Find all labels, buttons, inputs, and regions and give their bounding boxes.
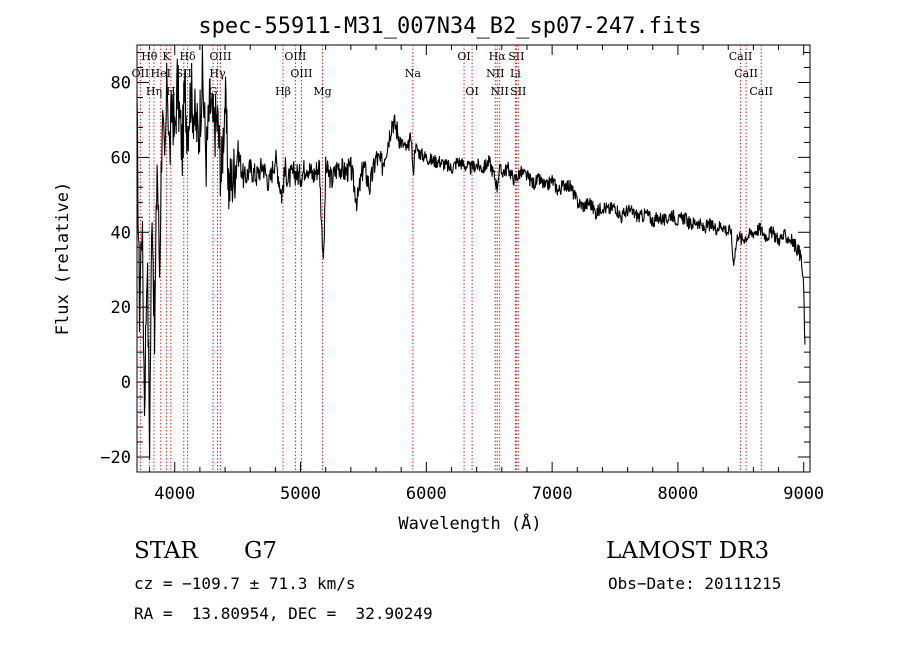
x-axis-label: Wavelength (Å) <box>398 512 541 534</box>
line-label-Hδ: Hδ <box>179 50 196 63</box>
line-label-Hθ: Hθ <box>141 50 158 63</box>
line-label-SII: SII <box>508 50 524 63</box>
y-axis-label: Flux (relative) <box>53 182 73 336</box>
line-label-Hα: Hα <box>489 50 507 63</box>
line-label-OIII: OIII <box>290 67 312 80</box>
line-label-Na: Na <box>405 67 422 80</box>
x-tick-label: 4000 <box>154 484 195 504</box>
line-label-Hβ: Hβ <box>275 85 291 98</box>
line-label-OII: OII <box>132 67 150 80</box>
object-class: STAR <box>134 538 198 564</box>
line-label-Hγ: Hγ <box>209 67 226 80</box>
x-tick-label: 5000 <box>280 484 321 504</box>
line-label-SII: SII <box>510 85 526 98</box>
redshift-cz: cz = −109.7 ± 71.3 km/s <box>134 574 356 593</box>
line-label-G: G <box>209 85 218 98</box>
chart-title: spec-55911-M31_007N34_B2_sp07-247.fits <box>198 14 701 39</box>
y-tick-label: 20 <box>111 298 131 318</box>
x-tick-label: 8000 <box>657 484 698 504</box>
y-tick-label: 0 <box>121 373 131 393</box>
object-subclass: G7 <box>244 538 278 564</box>
y-tick-label: 80 <box>111 73 131 93</box>
observation-date: Obs−Date: 20111215 <box>608 574 782 593</box>
line-label-Hη: Hη <box>146 85 162 98</box>
line-label-K: K <box>162 50 171 63</box>
line-label-NII: NII <box>491 85 509 98</box>
line-label-CaII: CaII <box>734 67 758 80</box>
x-tick-label: 6000 <box>406 484 447 504</box>
y-tick-label: −20 <box>100 448 131 468</box>
line-label-Mg: Mg <box>313 85 331 98</box>
line-label-OI: OI <box>457 50 470 63</box>
line-label-CaII: CaII <box>729 50 753 63</box>
y-tick-label: 60 <box>111 148 131 168</box>
line-label-OIII: OIII <box>209 50 231 63</box>
plot-frame <box>136 44 811 473</box>
ra-dec-coordinates: RA = 13.80954, DEC = 32.90249 <box>134 604 433 623</box>
spectrum-series <box>136 44 806 461</box>
y-tick-label: 40 <box>111 223 131 243</box>
line-label-OI: OI <box>465 85 478 98</box>
x-tick-label: 7000 <box>532 484 573 504</box>
line-label-HeI: HeI <box>151 67 171 80</box>
line-label-SII: SII <box>176 67 192 80</box>
line-label-CaII: CaII <box>749 85 773 98</box>
line-label-Li: Li <box>510 67 521 80</box>
x-tick-label: 9000 <box>783 484 824 504</box>
survey-name: LAMOST DR3 <box>606 538 770 564</box>
line-label-OIII: OIII <box>284 50 306 63</box>
line-label-NII: NII <box>486 67 504 80</box>
